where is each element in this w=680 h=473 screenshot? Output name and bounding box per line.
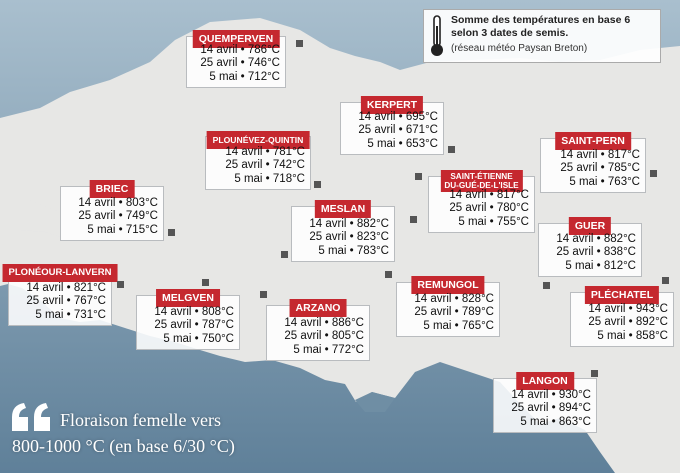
caption-line2: 800-1000 °C (en base 6/30 °C) <box>12 436 235 456</box>
station-marker <box>260 291 267 298</box>
station-row: 25 avril • 742°C <box>225 159 305 171</box>
station-row: 25 avril • 892°C <box>588 316 668 328</box>
station-marker <box>117 281 124 288</box>
station-row: 5 mai • 653°C <box>367 137 438 150</box>
station-marker <box>662 277 669 284</box>
station-marker <box>168 229 175 236</box>
gulf <box>355 392 395 412</box>
station-name: MESLAN <box>314 200 372 218</box>
station-row: 14 avril • 817°C <box>449 188 529 201</box>
station-ploneour-lanvern: PLONÉOUR-LANVERN 14 avril • 821°C 25 avr… <box>2 264 118 326</box>
station-name: MELGVEN <box>156 289 220 307</box>
station-row: 5 mai • 772°C <box>293 343 364 356</box>
station-plounevez-quintin: PLOUNÉVEZ-QUINTIN 14 avril • 781°C 25 av… <box>205 131 311 190</box>
station-row: 5 mai • 755°C <box>458 215 529 228</box>
station-name: SAINT-PERN <box>555 132 631 150</box>
legend-title: Somme des températures en base 6 <box>451 14 631 26</box>
station-remungol: REMUNGOL 14 avril • 828°C 25 avril • 789… <box>396 276 500 337</box>
legend-box: Somme des températures en base 6 selon 3… <box>423 9 661 63</box>
station-melgven: MELGVEN 14 avril • 808°C 25 avril • 787°… <box>136 289 240 350</box>
station-row: 25 avril • 805°C <box>284 330 364 342</box>
station-row: 14 avril • 786°C <box>200 43 280 56</box>
station-name-line: DU-GUÉ-DE-L'ISLE <box>444 181 519 190</box>
station-name: SAINT-ÉTIENNE DU-GUÉ-DE-L'ISLE <box>440 170 523 192</box>
station-quemperven: QUEMPERVEN 14 avril • 786°C 25 avril • 7… <box>186 30 286 88</box>
station-row: 14 avril • 821°C <box>26 281 106 294</box>
legend-source: (réseau météo Paysan Breton) <box>451 43 588 54</box>
station-row: 25 avril • 894°C <box>511 402 591 414</box>
station-name: KERPERT <box>360 96 424 114</box>
station-meslan: MESLAN 14 avril • 882°C 25 avril • 823°C… <box>291 200 395 262</box>
station-row: 25 avril • 746°C <box>200 57 280 69</box>
station-row: 14 avril • 808°C <box>154 305 234 318</box>
station-row: 5 mai • 731°C <box>35 308 106 321</box>
station-row: 14 avril • 828°C <box>414 292 494 305</box>
station-briec: BRIEC 14 avril • 803°C 25 avril • 749°C … <box>60 180 164 241</box>
station-marker <box>650 170 657 177</box>
station-kerpert: KERPERT 14 avril • 695°C 25 avril • 671°… <box>340 96 444 155</box>
station-row: 25 avril • 749°C <box>78 210 158 222</box>
station-name: PLOUNÉVEZ-QUINTIN <box>206 131 310 149</box>
station-row: 25 avril • 787°C <box>154 319 234 331</box>
legend-subtitle: selon 3 dates de semis. <box>451 27 569 39</box>
station-row: 25 avril • 789°C <box>414 306 494 318</box>
station-arzano: ARZANO 14 avril • 886°C 25 avril • 805°C… <box>266 299 370 361</box>
caption-line1: Floraison femelle vers <box>60 410 221 430</box>
station-plechatel: PLÉCHATEL 14 avril • 943°C 25 avril • 89… <box>570 286 674 347</box>
station-row: 5 mai • 765°C <box>423 319 494 332</box>
station-row: 5 mai • 718°C <box>234 172 305 185</box>
station-marker <box>543 282 550 289</box>
station-marker <box>281 251 288 258</box>
station-marker <box>385 271 392 278</box>
station-row: 14 avril • 943°C <box>588 302 668 315</box>
station-row: 14 avril • 781°C <box>225 145 305 158</box>
station-row: 25 avril • 823°C <box>309 231 389 243</box>
station-name: QUEMPERVEN <box>192 30 280 48</box>
station-name: PLONÉOUR-LANVERN <box>2 264 118 282</box>
station-name: GUER <box>568 217 612 235</box>
station-marker <box>591 370 598 377</box>
station-row: 14 avril • 882°C <box>556 232 636 245</box>
station-row: 14 avril • 930°C <box>511 388 591 401</box>
station-name: BRIEC <box>89 180 135 198</box>
station-row: 5 mai • 750°C <box>163 332 234 345</box>
station-marker <box>448 146 455 153</box>
station-name: ARZANO <box>289 299 347 317</box>
station-saint-pern: SAINT-PERN 14 avril • 817°C 25 avril • 7… <box>540 132 646 193</box>
station-langon: LANGON 14 avril • 930°C 25 avril • 894°C… <box>493 372 597 433</box>
station-saint-etienne: SAINT-ÉTIENNE DU-GUÉ-DE-L'ISLE 14 avril … <box>428 170 535 233</box>
station-row: 14 avril • 695°C <box>358 110 438 123</box>
station-name: LANGON <box>516 372 574 390</box>
station-row: 14 avril • 886°C <box>284 316 364 329</box>
station-marker <box>415 173 422 180</box>
station-row: 25 avril • 671°C <box>358 124 438 136</box>
station-marker <box>202 279 209 286</box>
station-guer: GUER 14 avril • 882°C 25 avril • 838°C 5… <box>538 217 642 277</box>
station-row: 5 mai • 712°C <box>209 70 280 83</box>
quote-icon <box>12 403 50 431</box>
station-row: 25 avril • 780°C <box>449 202 529 214</box>
station-row: 14 avril • 803°C <box>78 196 158 209</box>
station-row: 5 mai • 863°C <box>520 415 591 428</box>
station-row: 25 avril • 838°C <box>556 246 636 258</box>
thermometer-icon <box>431 15 443 56</box>
station-row: 5 mai • 858°C <box>597 329 668 342</box>
station-row: 5 mai • 715°C <box>87 223 158 236</box>
station-row: 25 avril • 785°C <box>560 162 640 174</box>
station-marker <box>410 216 417 223</box>
station-marker <box>314 181 321 188</box>
station-row: 5 mai • 812°C <box>565 259 636 272</box>
station-row: 5 mai • 763°C <box>569 175 640 188</box>
station-row: 14 avril • 882°C <box>309 217 389 230</box>
station-row: 14 avril • 817°C <box>560 148 640 161</box>
station-name-line: SAINT-ÉTIENNE <box>450 172 513 181</box>
station-marker <box>296 40 303 47</box>
station-row: 25 avril • 767°C <box>26 295 106 307</box>
station-name: PLÉCHATEL <box>584 286 660 304</box>
station-row: 5 mai • 783°C <box>318 244 389 257</box>
station-name: REMUNGOL <box>411 276 485 294</box>
